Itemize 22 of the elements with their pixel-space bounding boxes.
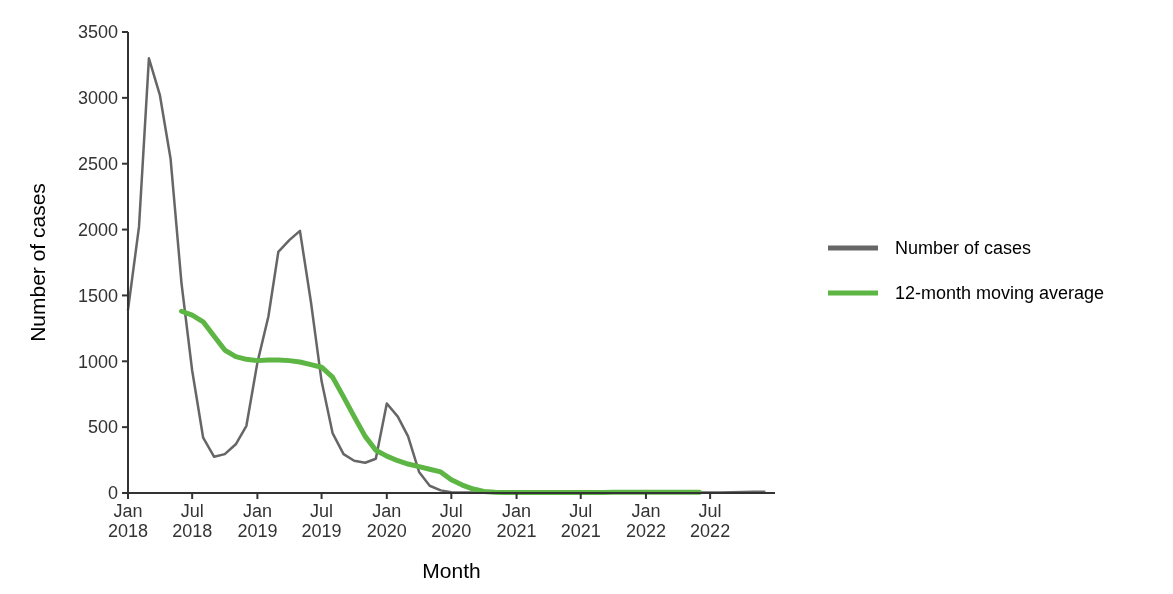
x-axis-title: Month	[422, 559, 481, 582]
y-tick-label: 1000	[77, 351, 118, 372]
x-tick-label: Jan 2021	[496, 501, 537, 541]
x-tick-label: Jan 2019	[237, 501, 278, 541]
y-tick-label: 3000	[77, 88, 118, 109]
x-tick-label: Jul 2022	[690, 501, 731, 541]
y-tick-label: 0	[107, 483, 118, 504]
legend-label: 12-month moving average	[895, 283, 1105, 304]
y-tick-label: 500	[87, 417, 118, 438]
y-tick-label: 2500	[77, 154, 118, 175]
x-tick-label: Jan 2018	[107, 501, 149, 541]
x-tick-label: Jul 2021	[560, 501, 601, 541]
x-tick-label: Jan 2022	[625, 501, 666, 541]
x-tick-label: Jan 2020	[366, 501, 407, 541]
y-axis-title: Number of cases	[26, 183, 49, 342]
x-tick-label: Jul 2019	[301, 501, 342, 541]
y-tick-label: 3500	[77, 22, 118, 43]
x-tick-label: Jul 2020	[431, 501, 472, 541]
x-tick-label: Jul 2018	[172, 501, 213, 541]
y-tick-label: 1500	[77, 285, 118, 306]
legend-label: Number of cases	[895, 238, 1032, 259]
y-tick-label: 2000	[77, 219, 118, 240]
